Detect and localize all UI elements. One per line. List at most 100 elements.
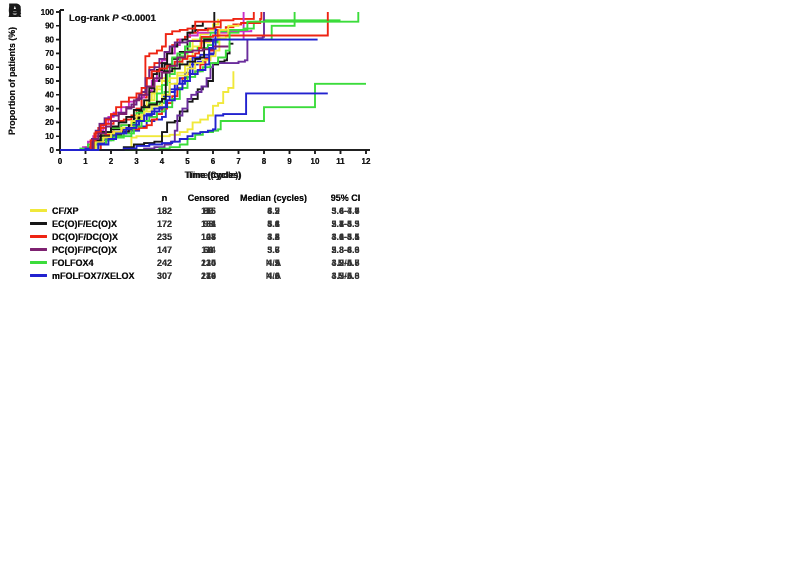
legend-value-cell: 279 [200,270,217,281]
y-tick-label: 30 [45,104,54,113]
legend-value-cell: 3.6-4.9 [331,205,360,216]
y-tick-label: 90 [45,22,54,31]
panel-letter: B [8,1,22,22]
y-tick-label: 40 [45,91,54,100]
y-tick-label: 50 [45,77,54,86]
legend-value-cell: 4.3 [267,270,280,281]
legend-value-cell: 4.3-5.0 [331,270,360,281]
y-tick-label: 20 [45,118,54,127]
legend-series-name: CF/XP [52,205,79,216]
legend-color-swatch [30,261,47,264]
legend-series-name: EC(O)F/EC(O)X [52,218,117,229]
log-rank-annotation: Log-rank P <0.0001 [69,13,157,24]
legend-label-cell: mFOLFOX7/XELOX [30,271,148,281]
legend-value-cell: 172 [156,218,173,229]
legend-series-name: mFOLFOX7/XELOX [52,270,135,281]
y-tick-label: 10 [45,132,54,141]
series-curve-cf-xp [60,71,235,151]
legend-header-row: n Censored Median (cycles) 95% CI [30,191,386,204]
legend-row: FOLFOX4 242 124 4.5 4.2-4.8 [30,256,386,269]
y-tick-label: 80 [45,35,54,44]
legend-series-name: EC(O)F/EC(O)X [52,218,117,229]
x-tick-label: 11 [336,157,345,166]
legend-value-cell: 5.7 [267,244,280,255]
log-rank-annotation: Log-rank P <0.0001 [69,13,157,24]
legend-series-name: CF/XP [52,205,79,216]
legend-value-cell: 172 [156,218,173,229]
y-tick-label: 20 [45,118,54,127]
log-rank-annotation: Log-rank P <0.0001 [69,13,157,24]
legend-value-cell: 210 [200,270,217,281]
y-tick-label: 90 [45,22,54,31]
legend-series-name: DC(O)F/DC(O)X [52,231,118,242]
x-tick-label: 10 [311,157,320,166]
y-tick-label: 10 [45,132,54,141]
panel-d: D 0 10 20 30 40 50 60 70 80 90 100 0 1 2 3 4 5 6 7 8 9 10 11 12… [0,0,394,294]
x-tick-label: 9 [287,157,292,166]
legend-series-name: EC(O)F/EC(O)X [52,218,117,229]
y-axis-title: Proportion of patients (%) [7,27,17,135]
x-tick-label: 4 [160,157,165,166]
x-tick-label: 7 [236,157,241,166]
x-tick-label: 4 [160,157,165,166]
legend-value-cell: 147 [156,244,173,255]
x-tick-label: 2 [109,157,114,166]
legend-value-cell: 235 [156,231,173,242]
y-tick-label: 50 [45,77,54,86]
panel-letter: D [8,1,22,22]
y-tick-label: 20 [45,118,54,127]
legend-value-cell: 215 [200,257,217,268]
x-tick-label: 5 [185,157,190,166]
legend-value-cell: 186 [200,270,217,281]
legend-value-cell: 124 [200,257,217,268]
legend-value-cell: N/A [265,257,282,268]
legend-value-cell: 307 [156,270,173,281]
legend-color-swatch [30,222,47,225]
x-tick-label: 6 [211,157,216,166]
y-tick-label: 60 [45,63,54,72]
x-tick-label: 10 [311,157,320,166]
y-tick-label: 0 [50,146,55,155]
x-axis-title: Time (Cycles) [184,170,241,180]
x-tick-label: 0 [58,157,63,166]
legend-header-row: n Censored Median (cycles) 95% CI [30,191,386,204]
x-tick-label: 0 [58,157,63,166]
legend-header-cell: Median (cycles) [239,192,308,203]
legend-value-cell: 3.4-4.5 [331,231,360,242]
x-tick-label: 6 [211,157,216,166]
legend-value-cell: 104 [200,231,217,242]
x-tick-label: 9 [287,157,292,166]
x-tick-label: 12 [362,157,371,166]
series-curve-folfox4 [60,12,360,151]
legend-value-cell: 4.1 [267,218,280,229]
legend-color-swatch [30,209,47,212]
x-tick-label: 3 [134,157,139,166]
legend-header-cell: Median (cycles) [239,192,308,203]
legend-value-cell: 235 [156,231,173,242]
legend-header-cell: 95% CI [330,192,361,203]
legend-header-cell: Median (cycles) [239,192,308,203]
x-axis-title: Time (cycles) [185,170,241,180]
log-rank-annotation: Log-rank P <0.0001 [69,13,157,24]
legend-header-cell: 95% CI [330,192,361,203]
legend-value-cell: 130 [200,257,217,268]
legend-value-cell: 172 [156,218,173,229]
legend-value-cell: 96 [203,218,214,229]
legend-header-cell: 95% CI [330,192,361,203]
legend-value-cell: N/A [337,257,354,268]
legend-value-cell: 114 [201,244,216,255]
x-tick-label: 2 [109,157,114,166]
x-tick-label: 12 [362,157,371,166]
legend-value-cell: 4.6-5.1 [331,231,360,242]
legend-value-cell: 3.3 [267,244,280,255]
y-tick-label: 30 [45,104,54,113]
legend-value-cell: 4.6 [267,270,280,281]
x-tick-label: 5 [185,157,190,166]
x-tick-label: 5 [185,157,190,166]
legend-color-swatch [30,274,47,277]
x-tick-label: 12 [362,157,371,166]
legend-value-cell: 182 [156,205,173,216]
y-tick-label: 60 [45,63,54,72]
y-tick-label: 100 [41,8,55,17]
